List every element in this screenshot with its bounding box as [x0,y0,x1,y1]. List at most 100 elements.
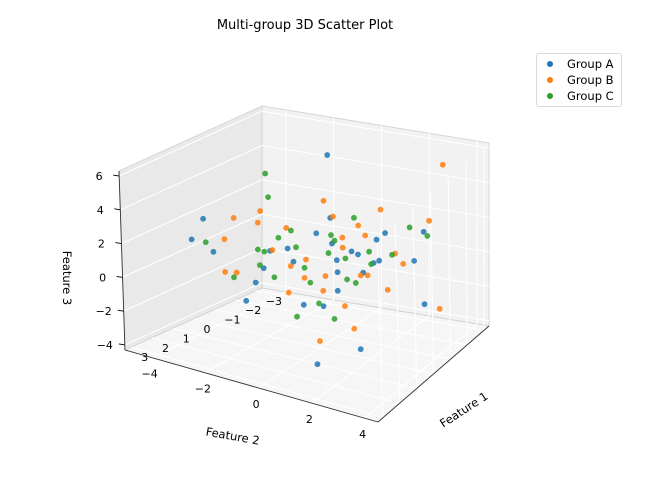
z-tick-label: 0 [99,271,106,284]
point-group-b [384,286,391,293]
x-tick-label: 3 [141,351,148,364]
x-tick-label: −1 [224,314,240,327]
point-group-c [344,276,350,283]
gridline-y-floor [151,291,287,359]
z-tick-label: −2 [96,305,112,318]
point-group-b [303,256,309,263]
gridline-x-floor [234,299,468,346]
legend-marker-group-a [547,61,553,67]
point-group-b [364,272,371,279]
gridline-x-wall [447,177,451,360]
legend-label-group-c: Group C [567,89,614,103]
point-group-a [243,297,250,304]
point-group-c [294,313,300,320]
point-group-c [366,248,373,255]
point-group-b [221,236,228,243]
point-group-c [265,194,271,200]
point-group-a [284,245,291,252]
point-group-c [275,234,282,241]
x-tick-label: −3 [266,295,282,308]
point-group-a [355,251,361,258]
point-group-b [436,305,443,312]
legend-marker-group-b [547,77,553,83]
point-group-a [314,361,321,368]
point-group-b [317,338,323,344]
point-group-b [269,247,276,253]
z-axis-line [118,170,126,351]
gridline-z-left [123,248,263,312]
point-group-a [320,303,327,310]
point-group-c [424,233,431,239]
z-tick-mark [116,275,123,278]
gridline-y-floor [364,323,478,419]
point-group-b [322,273,329,279]
point-group-b [222,269,229,275]
z-axis-label: Feature 3 [60,251,74,305]
z-tick-label: −4 [97,339,113,352]
point-group-c [301,264,308,271]
gridline-x-wall [465,162,468,345]
gridline-z-left [122,213,263,278]
gridline-z-left [118,110,263,177]
point-group-b [233,269,240,276]
point-group-b [287,263,294,269]
point-group-c [288,227,294,234]
point-group-c [328,232,334,238]
gridline-y-floor [204,299,334,374]
gridline-x-floor [131,346,384,419]
point-group-c [202,239,209,246]
point-group-b [377,206,384,213]
point-group-a [421,301,428,308]
point-group-a [411,257,418,264]
point-group-c [342,255,349,262]
z-tick-label: 2 [98,238,105,251]
point-group-a [313,230,320,237]
point-group-a [357,346,364,353]
gridline-x-floor [214,309,451,360]
point-group-a [290,258,297,265]
y-axis-label: Feature 2 [205,424,261,447]
point-group-c [307,279,314,286]
point-group-a [300,301,307,308]
z-tick-label: 6 [96,170,103,183]
z-tick-mark [113,174,120,177]
point-group-b [339,244,346,251]
gridline-z-left [121,179,263,245]
point-group-a [420,228,427,235]
point-group-a [333,257,340,264]
chart-title: Multi-group 3D Scatter Plot [216,18,394,33]
point-group-a [376,257,383,264]
point-group-c [261,248,268,255]
gridline-y-floor [257,307,382,389]
pane-back [261,105,490,327]
point-group-b [400,260,407,267]
gridline-x-floor [151,337,401,404]
point-group-a [382,230,388,236]
point-group-b [230,215,237,221]
point-group-c [271,274,278,281]
gridline-z-back [261,179,490,218]
point-group-b [339,234,346,241]
point-group-c [254,246,261,253]
gridline-z-back [261,110,490,149]
gridline-x-floor [172,327,417,390]
point-group-b [283,224,290,231]
point-group-b [320,287,327,294]
legend-marker-group-c [547,93,553,99]
point-group-b [357,272,364,279]
point-group-a [252,279,259,286]
legend-label-group-a: Group A [567,57,614,71]
point-group-c [331,316,338,322]
legend-item-group-a: Group A [543,56,621,72]
point-group-b [439,161,446,168]
z-tick-mark [114,208,121,211]
gridline-z-back [261,282,490,322]
z-tick-mark [118,343,125,346]
point-group-c [325,250,332,256]
gridline-z-left [120,144,263,211]
z-tick-mark [115,242,122,245]
point-group-c [262,170,269,177]
point-group-c [231,274,237,281]
gridline-y-floor [311,315,430,404]
